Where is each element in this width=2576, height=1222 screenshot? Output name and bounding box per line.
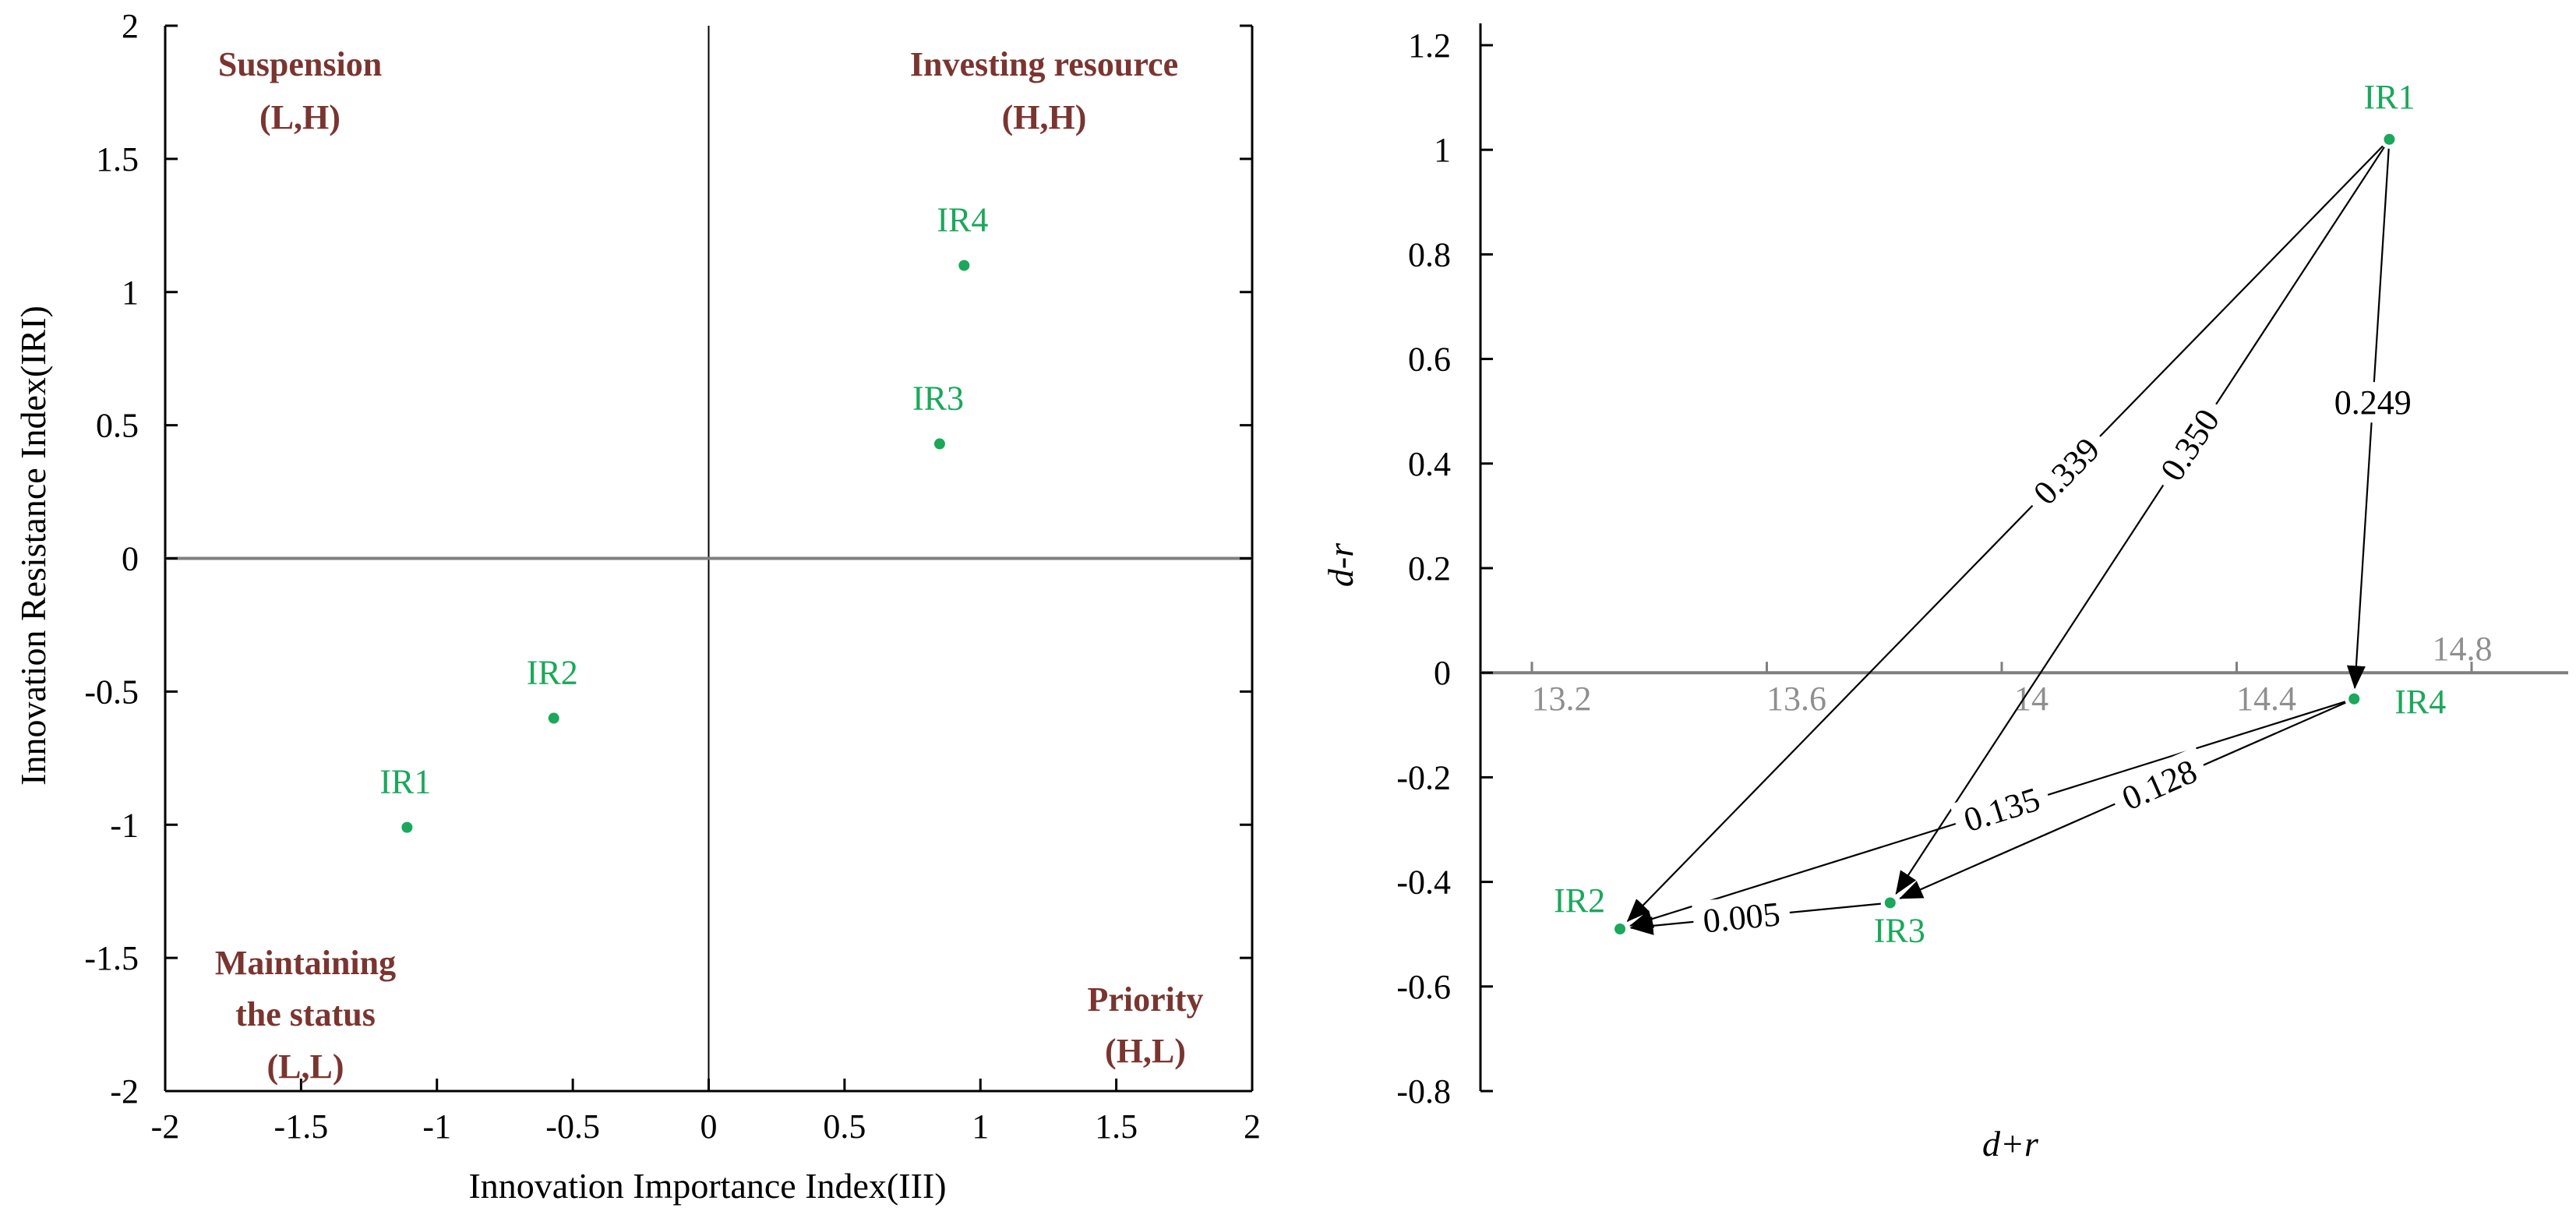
right-x-axis-title: d+r <box>1982 1124 2039 1164</box>
left-axes <box>164 24 1254 1093</box>
edge-weight-label: 0.005 <box>1702 895 1782 940</box>
right-y-tick-label: -0.2 <box>1396 758 1451 796</box>
edge-label-background <box>1950 775 2054 843</box>
right-y-tick-label: 1.2 <box>1408 26 1451 65</box>
edge-label-background <box>2324 382 2422 423</box>
quadrant-maintaining-code: (L,L) <box>267 1047 344 1086</box>
edge-weight-label: 0.249 <box>2334 383 2412 422</box>
right-points: IR1 IR2 IR3 IR4 <box>1554 78 2446 950</box>
right-point-label: IR1 <box>2363 78 2415 116</box>
edge-label-background <box>1691 892 1792 942</box>
network-chart: -0.8 -0.6 -0.4 -0.2 0 0.2 0.4 0.6 0.8 1 1.2 13.2 13.… <box>1321 23 2568 1164</box>
left-y-tick-label: -1.5 <box>84 939 139 977</box>
right-y-tick-label: -0.4 <box>1396 864 1451 902</box>
edge-label-background <box>2106 746 2212 823</box>
edge-weight-label: 0.128 <box>2116 752 2202 818</box>
right-point-label: IR4 <box>2394 683 2446 721</box>
right-x-tick-label: 13.6 <box>1766 680 1826 718</box>
left-x-tick-label: -1.5 <box>274 1107 329 1146</box>
right-y-tick-label: 0.8 <box>1408 235 1451 274</box>
left-point-ir3 <box>933 438 945 450</box>
left-point-label: IR2 <box>527 654 578 692</box>
quadrant-investing-name: Investing resource <box>910 45 1178 83</box>
right-axes <box>1479 23 2568 1093</box>
left-x-tick-label: 1.5 <box>1095 1107 1138 1146</box>
left-point-ir2 <box>548 712 559 724</box>
right-y-tick-label: 0.2 <box>1408 549 1451 588</box>
quadrant-suspension-name: Suspension <box>218 45 382 83</box>
left-y-tick-label: 2 <box>122 7 139 45</box>
right-x-tick-label: 13.2 <box>1532 680 1592 718</box>
quadrant-investing-code: (H,H) <box>1002 98 1087 136</box>
right-point-ir2 <box>1614 923 1626 934</box>
left-x-tick-label: 0 <box>700 1107 718 1146</box>
right-y-tick-label: -0.6 <box>1396 968 1451 1006</box>
left-x-tick-label: 1 <box>972 1107 989 1146</box>
left-y-axis-title: Innovation Resistance Index(IRI) <box>13 306 53 786</box>
left-x-tick-label: 0.5 <box>823 1107 866 1146</box>
quadrant-chart: -2 -1.5 -1 -0.5 0 0.5 1 1.5 2 -2 -1.5 -1 -0.5 0 0.5 1 1.… <box>13 7 1261 1206</box>
left-y-tick-label: 1 <box>122 274 139 312</box>
quadrant-suspension-code: (L,H) <box>259 98 341 136</box>
quadrant-maintaining-name2: the status <box>235 995 376 1033</box>
left-y-tick-label: -2 <box>110 1072 139 1111</box>
right-y-axis-title: d-r <box>1321 542 1360 587</box>
left-y-tick-label: 0 <box>122 540 139 578</box>
left-y-tick-label: -1 <box>110 806 139 844</box>
left-tick-labels: -2 -1.5 -1 -0.5 0 0.5 1 1.5 2 -2 -1.5 -1 -0.5 0 0.5 1 1.… <box>84 7 1261 1146</box>
edge-label-background <box>2146 393 2233 496</box>
edge-ir1-ir3 <box>1895 147 2385 895</box>
left-point-ir4 <box>958 260 970 271</box>
edge-ir1-ir2 <box>1626 145 2384 923</box>
left-y-tick-label: 0.5 <box>96 407 139 445</box>
quadrant-priority-code: (H,L) <box>1105 1032 1186 1070</box>
right-y-tick-label: 0 <box>1434 654 1451 692</box>
right-x-tick-label: 14.8 <box>2433 630 2493 668</box>
right-tick-labels: -0.8 -0.6 -0.4 -0.2 0 0.2 0.4 0.6 0.8 1 1.2 13.2 13.… <box>1396 26 2492 1111</box>
left-y-tick-label: -0.5 <box>84 673 139 711</box>
right-y-tick-label: 0.4 <box>1408 445 1451 483</box>
right-y-tick-label: -0.8 <box>1396 1072 1451 1111</box>
right-point-ir4 <box>2348 693 2360 705</box>
left-x-axis-title: Innovation Importance Index(III) <box>468 1166 946 1206</box>
quadrant-priority-name: Priority <box>1087 980 1203 1019</box>
right-point-label: IR2 <box>1554 881 1605 920</box>
left-y-tick-label: 1.5 <box>96 140 139 178</box>
right-point-ir1 <box>2384 133 2395 145</box>
left-x-tick-label: -1 <box>422 1107 451 1146</box>
left-x-tick-label: 2 <box>1244 1107 1261 1146</box>
right-point-label: IR3 <box>1874 911 1925 949</box>
right-y-tick-label: 0.6 <box>1408 341 1451 379</box>
left-point-ir1 <box>401 821 413 833</box>
right-y-tick-label: 1 <box>1434 131 1451 169</box>
left-point-label: IR1 <box>379 763 431 801</box>
left-point-label: IR4 <box>937 201 988 239</box>
left-x-tick-label: -2 <box>151 1107 180 1146</box>
right-x-tick-label: 14.4 <box>2236 680 2296 718</box>
left-points: IR1 IR2 IR3 IR4 <box>379 201 988 833</box>
left-x-tick-label: -0.5 <box>545 1107 600 1146</box>
edge-label-background <box>2017 422 2115 520</box>
right-point-ir3 <box>1884 897 1896 909</box>
quadrant-maintaining-name: Maintaining <box>215 944 396 982</box>
left-point-label: IR3 <box>912 380 964 418</box>
